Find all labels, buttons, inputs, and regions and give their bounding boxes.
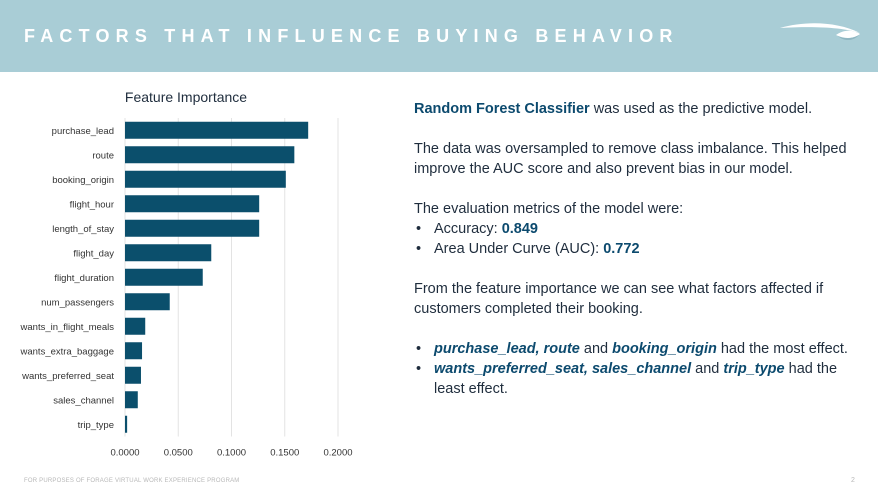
bar-purchase_lead — [125, 121, 309, 139]
model-name: Random Forest Classifier — [414, 101, 590, 117]
chart-title: Feature Importance — [125, 89, 247, 105]
metric-auc: Area Under Curve (AUC): 0.772 — [414, 239, 854, 259]
category-label: booking_origin — [52, 175, 114, 186]
chart-x-tick-labels: 0.0000 0.0500 0.1000 0.1500 0.2000 — [110, 448, 352, 459]
metric-accuracy: Accuracy: 0.849 — [414, 219, 854, 239]
bar-wants_in_flight_meals — [125, 317, 146, 335]
bar-flight_hour — [125, 195, 260, 213]
oversampling-note: The data was oversampled to remove class… — [414, 141, 847, 177]
bar-route — [125, 146, 295, 164]
x-tick-label: 0.1500 — [270, 448, 299, 459]
footer-note: FOR PURPOSES OF FORAGE VIRTUAL WORK EXPE… — [24, 478, 240, 484]
bar-flight_duration — [125, 268, 203, 286]
category-label: sales_channel — [53, 395, 114, 406]
category-label: num_passengers — [41, 297, 114, 308]
metric-value: 0.772 — [603, 241, 640, 257]
bar-sales_channel — [125, 391, 138, 409]
category-label: route — [92, 150, 114, 161]
model-description: Random Forest Classifier was used as the… — [414, 99, 854, 119]
bar-num_passengers — [125, 293, 170, 311]
x-tick-label: 0.0500 — [164, 448, 193, 459]
x-tick-label: 0.2000 — [323, 448, 352, 459]
chart-bars — [125, 121, 309, 433]
importance-intro: From the feature importance we can see w… — [414, 281, 824, 317]
x-tick-label: 0.0000 — [110, 448, 139, 459]
category-label: wants_preferred_seat — [21, 371, 114, 382]
bar-wants_extra_baggage — [125, 342, 143, 360]
page-number: 2 — [851, 477, 855, 484]
speedmarque-logo-icon — [780, 23, 860, 41]
category-label: flight_hour — [70, 199, 114, 210]
category-label: wants_extra_baggage — [20, 346, 115, 357]
bar-trip_type — [125, 415, 128, 433]
finding-most-effect: purchase_lead, route and booking_origin … — [414, 339, 854, 359]
metric-value: 0.849 — [501, 221, 538, 237]
bar-wants_preferred_seat — [125, 366, 141, 384]
bar-length_of_stay — [125, 219, 260, 237]
bar-flight_day — [125, 244, 212, 262]
category-label: flight_duration — [54, 273, 114, 284]
model-sentence: was used as the predictive model. — [589, 101, 813, 117]
findings-list: purchase_lead, route and booking_origin … — [414, 339, 854, 399]
finding-least-effect: wants_preferred_seat, sales_channel and … — [414, 359, 854, 399]
category-label: flight_day — [73, 248, 114, 259]
category-label: trip_type — [78, 420, 114, 431]
bar-booking_origin — [125, 170, 286, 188]
model-summary: Random Forest Classifier was used as the… — [414, 99, 854, 399]
category-label: wants_in_flight_meals — [20, 322, 115, 333]
category-label: length_of_stay — [52, 224, 114, 235]
category-label: purchase_lead — [52, 126, 114, 137]
slide-title: FACTORS THAT INFLUENCE BUYING BEHAVIOR — [24, 26, 679, 46]
metrics-list: Accuracy: 0.849 Area Under Curve (AUC): … — [414, 219, 854, 259]
slide-header: FACTORS THAT INFLUENCE BUYING BEHAVIOR — [0, 0, 878, 72]
metrics-intro: The evaluation metrics of the model were… — [414, 201, 684, 217]
x-tick-label: 0.1000 — [217, 448, 246, 459]
